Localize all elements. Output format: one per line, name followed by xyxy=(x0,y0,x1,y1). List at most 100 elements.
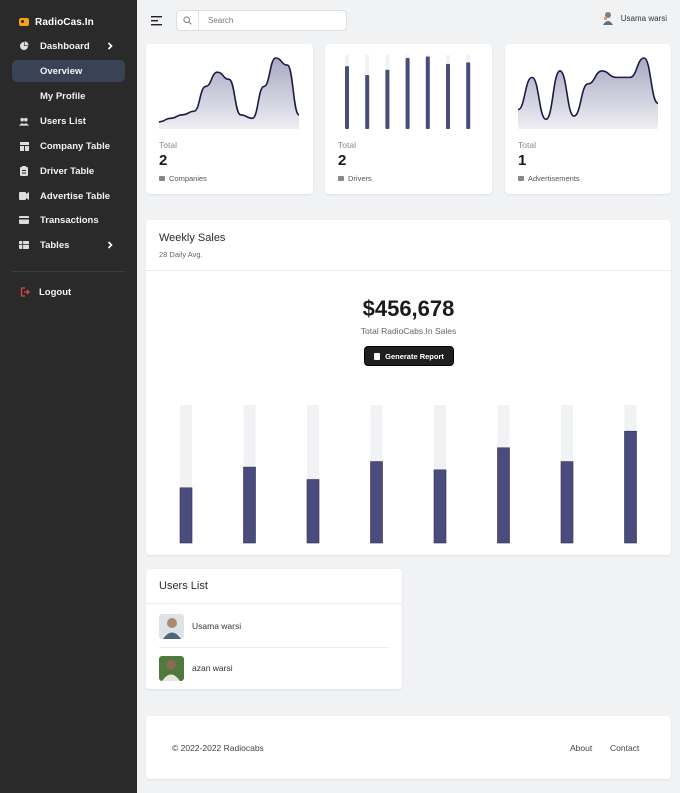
sidebar-item-label: Company Table xyxy=(40,140,111,152)
sidebar-item-transactions[interactable]: Transactions xyxy=(12,209,125,231)
bar xyxy=(385,69,390,129)
list-item[interactable]: Usama warsi xyxy=(159,613,389,639)
brand-name: RadioCas.In xyxy=(35,16,94,28)
stat-label: Total xyxy=(518,140,536,150)
user-name: azan warsi xyxy=(192,663,233,673)
bar xyxy=(560,461,574,544)
bar xyxy=(243,466,256,544)
bar xyxy=(466,62,471,129)
search-input[interactable] xyxy=(208,16,338,25)
footer-copyright: © 2022-2022 Radiocabs xyxy=(172,743,264,753)
user-name: Usama warsi xyxy=(192,621,242,631)
sparkline-line xyxy=(158,57,300,123)
users-list-title: Users List xyxy=(159,580,208,592)
card-icon xyxy=(19,215,29,225)
divider xyxy=(146,603,402,604)
footer-link-contact[interactable]: Contact xyxy=(610,743,640,753)
weekly-sales-subtitle: 28 Daily Avg. xyxy=(159,250,203,259)
stat-value: 2 xyxy=(338,152,347,169)
divider xyxy=(159,647,389,648)
sidebar-item-label: My Profile xyxy=(40,90,86,102)
table-icon xyxy=(19,141,29,151)
sidebar-item-label: Advertise Table xyxy=(40,190,111,202)
search-box xyxy=(176,10,347,31)
avatar xyxy=(602,12,613,25)
sidebar-item-label: Dashboard xyxy=(40,40,90,52)
stat-sub: Drivers xyxy=(338,174,372,183)
weekly-sales-card: Weekly Sales 28 Daily Avg. $456,678 Tota… xyxy=(146,220,671,555)
sidebar-item-company-table[interactable]: Company Table xyxy=(12,135,125,157)
bar xyxy=(446,63,450,129)
sidebar-item-advertise-table[interactable]: Advertise Table xyxy=(12,185,125,207)
logout-icon xyxy=(20,287,30,297)
card-icon xyxy=(338,176,344,181)
footer: © 2022-2022 Radiocabs About Contact xyxy=(146,716,671,779)
brand-logo-icon xyxy=(19,18,29,26)
stat-value: 1 xyxy=(518,152,527,169)
sidebar-item-driver-table[interactable]: Driver Table xyxy=(12,160,125,182)
stat-sub: Companies xyxy=(159,174,207,183)
avatar xyxy=(159,655,184,681)
users-icon xyxy=(19,116,29,126)
ad-icon xyxy=(19,191,29,201)
pie-chart-icon xyxy=(19,41,29,51)
stat-sub-label: Drivers xyxy=(348,174,372,183)
stat-sub-label: Companies xyxy=(169,174,207,183)
sparkline-area xyxy=(159,58,299,129)
clipboard-icon xyxy=(19,166,29,176)
weekly-sales-title: Weekly Sales xyxy=(159,232,226,244)
bar xyxy=(433,469,447,544)
logout-button[interactable]: Logout xyxy=(12,281,125,303)
user-menu[interactable]: Usama warsi xyxy=(602,11,667,25)
divider xyxy=(146,270,671,271)
sidebar-item-overview[interactable]: Overview xyxy=(12,60,125,82)
sidebar: RadioCas.In Dashboard Overview My Profil… xyxy=(0,0,137,793)
avatar xyxy=(159,613,184,639)
stat-sub: Advertisements xyxy=(518,174,580,183)
stat-sub-label: Advertisements xyxy=(528,174,580,183)
bar xyxy=(370,461,383,544)
sidebar-item-label: Transactions xyxy=(40,214,99,226)
weekly-sales-chart xyxy=(179,405,637,544)
sidebar-item-tables[interactable]: Tables xyxy=(12,234,125,256)
footer-link-about[interactable]: About xyxy=(570,743,593,753)
stat-card-advertisements: Total 1 Advertisements xyxy=(505,44,671,194)
menu-toggle-icon[interactable] xyxy=(151,14,163,26)
bar xyxy=(365,74,370,129)
sparkline-area xyxy=(518,58,658,129)
search-icon[interactable] xyxy=(177,11,199,30)
weekly-sales-total: $456,678 xyxy=(362,296,455,321)
chevron-right-icon xyxy=(107,241,113,249)
card-icon xyxy=(159,176,165,181)
user-name: Usama warsi xyxy=(620,13,667,23)
grid-icon xyxy=(19,240,29,250)
stat-card-companies: Total 2 Companies xyxy=(146,44,313,194)
bar xyxy=(345,66,349,129)
sidebar-item-dashboard[interactable]: Dashboard xyxy=(12,35,125,57)
brand[interactable]: RadioCas.In xyxy=(19,14,94,30)
stat-label: Total xyxy=(338,140,356,150)
weekly-sales-total-label: Total RadioCabs.In Sales xyxy=(360,326,457,336)
generate-report-button[interactable]: Generate Report xyxy=(364,346,454,366)
drivers-bar-chart xyxy=(345,55,471,130)
list-item[interactable]: azan warsi xyxy=(159,655,389,681)
stat-card-drivers: Total 2 Drivers xyxy=(325,44,492,194)
bar xyxy=(405,57,410,129)
bar xyxy=(425,56,430,130)
document-icon xyxy=(374,352,381,360)
sidebar-item-label: Overview xyxy=(40,65,83,77)
bar xyxy=(624,430,637,544)
stat-label: Total xyxy=(159,140,177,150)
advertisements-sparkline xyxy=(517,57,659,129)
chevron-right-icon xyxy=(107,42,113,50)
logout-label: Logout xyxy=(39,286,72,298)
sidebar-divider xyxy=(12,271,125,272)
bar xyxy=(306,479,320,544)
sidebar-item-label: Users List xyxy=(40,115,86,127)
users-list-card: Users List Usama warsi azan warsi xyxy=(146,569,402,689)
sidebar-item-users-list[interactable]: Users List xyxy=(12,110,125,132)
sidebar-item-label: Tables xyxy=(40,239,70,251)
sidebar-item-label: Driver Table xyxy=(40,165,95,177)
bar xyxy=(179,487,193,544)
sidebar-item-my-profile[interactable]: My Profile xyxy=(12,85,125,107)
